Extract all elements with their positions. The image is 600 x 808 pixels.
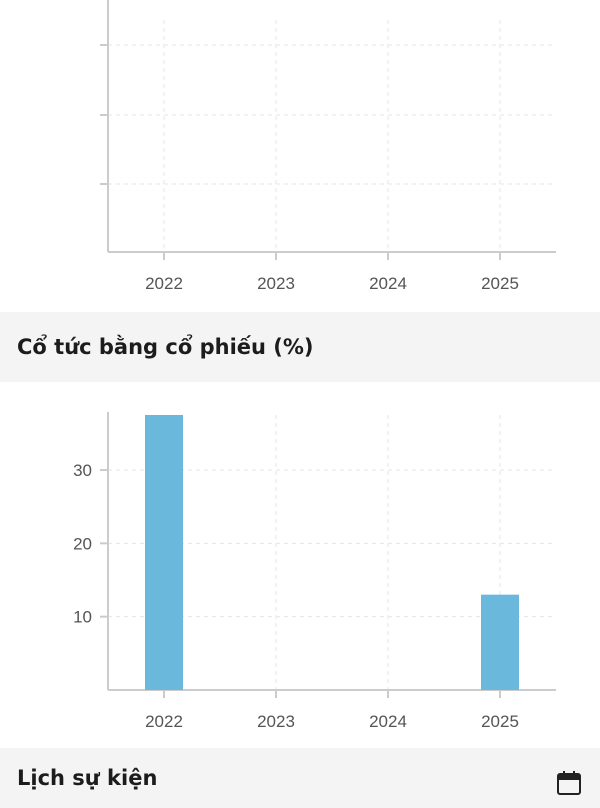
x-tick-label: 2023 — [257, 274, 295, 293]
x-tick-label: 2022 — [145, 712, 183, 731]
stock-dividend-header: Cổ tức bằng cổ phiếu (%) — [0, 312, 600, 382]
x-tick-label: 2025 — [481, 274, 519, 293]
bar — [481, 594, 519, 690]
cash-dividend-chart-svg: 2022 2023 2024 2025 — [100, 0, 556, 293]
cash-dividend-chart: 2022 2023 2024 2025 — [0, 0, 600, 310]
y-tick-label: 30 — [73, 461, 92, 480]
x-tick-label: 2024 — [369, 712, 407, 731]
x-tick-label: 2025 — [481, 712, 519, 731]
events-header: Lịch sự kiện — [0, 748, 600, 808]
x-tick-label: 2023 — [257, 712, 295, 731]
stock-dividend-title: Cổ tức bằng cổ phiếu (%) — [17, 335, 314, 359]
x-tick-label: 2022 — [145, 274, 183, 293]
y-tick-label: 10 — [73, 608, 92, 627]
y-tick-label: 20 — [73, 534, 92, 553]
stock-dividend-chart: 10 20 30 2022 2023 2024 2025 — [0, 382, 600, 748]
x-tick-label: 2024 — [369, 274, 407, 293]
events-title: Lịch sự kiện — [17, 766, 158, 790]
bar — [145, 415, 183, 690]
stock-dividend-chart-svg: 10 20 30 2022 2023 2024 2025 — [73, 412, 556, 731]
calendar-icon[interactable] — [556, 770, 582, 796]
